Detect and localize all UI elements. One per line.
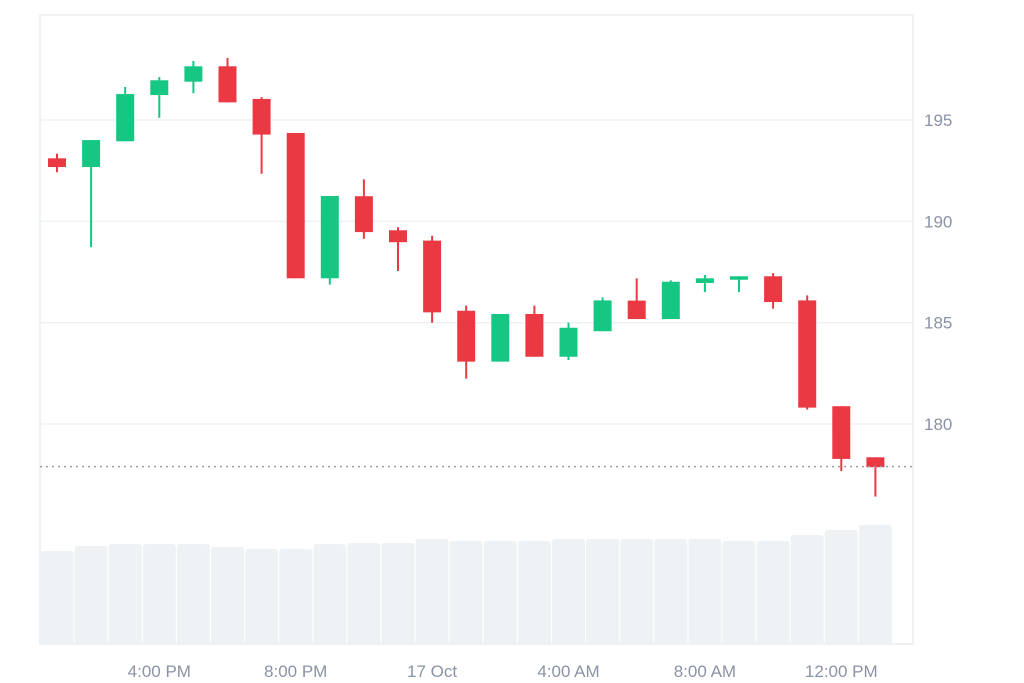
volume-bar: [74, 546, 108, 644]
candle-body: [798, 300, 817, 408]
candle-down: [354, 179, 373, 239]
candle-body: [116, 94, 135, 142]
candle-body: [525, 313, 544, 357]
candle-body: [491, 313, 510, 362]
x-tick-label: 17 Oct: [407, 662, 457, 681]
gridlines: [40, 119, 913, 425]
volume-bar: [415, 539, 449, 644]
x-tick-label: 8:00 AM: [674, 662, 736, 681]
candle-down: [866, 457, 885, 497]
candle-up: [593, 297, 612, 332]
volume-bar: [790, 535, 824, 644]
candle-up: [82, 140, 101, 248]
x-tick-label: 12:00 PM: [805, 662, 878, 681]
candle-body: [184, 66, 203, 82]
candle-body: [354, 196, 373, 233]
y-tick-label: 195: [924, 111, 952, 130]
candle-down: [48, 153, 66, 173]
candle-up: [184, 61, 203, 94]
candle-down: [389, 227, 407, 272]
candle-body: [286, 132, 305, 279]
candle-up: [730, 276, 748, 293]
volume-bar: [449, 541, 483, 644]
y-axis: 195 190 185 180: [924, 111, 952, 434]
candle-body: [661, 281, 680, 320]
candle-up: [116, 86, 135, 142]
volume-bar: [824, 530, 858, 644]
candle-body: [252, 98, 271, 135]
x-tick-label: 4:00 PM: [128, 662, 191, 681]
candle-body: [423, 240, 442, 313]
volume-bar: [40, 551, 74, 644]
volume-bar: [654, 539, 688, 644]
candle-down: [423, 235, 442, 323]
candle-body: [695, 278, 714, 283]
volume-bar: [552, 539, 585, 644]
candle-body: [764, 276, 783, 303]
volume-bar: [620, 539, 654, 644]
candle-body: [82, 140, 101, 168]
candle-down: [832, 406, 851, 472]
candle-up: [320, 196, 339, 285]
candle-body: [320, 196, 339, 279]
candle-up: [491, 313, 510, 362]
candle-up: [559, 322, 578, 360]
candle-down: [218, 57, 237, 103]
volume-bar: [176, 544, 210, 644]
candle-down: [798, 295, 817, 410]
x-axis: 4:00 PM 8:00 PM 17 Oct 4:00 AM 8:00 AM 12:00 …: [128, 662, 878, 681]
volume-bar: [313, 544, 347, 644]
candle-body: [832, 406, 851, 459]
y-tick-label: 190: [924, 212, 952, 231]
candle-body: [457, 310, 476, 362]
volume-bar: [688, 539, 722, 644]
candle-down: [457, 305, 476, 379]
candle-body: [627, 300, 646, 320]
candle-down: [764, 273, 783, 309]
volume-bar: [245, 549, 279, 644]
candle-down: [525, 305, 544, 357]
candle-up: [661, 280, 680, 320]
candle-up: [150, 77, 169, 118]
volume-bar: [586, 539, 620, 644]
volume-bar: [756, 541, 790, 644]
candle-body: [559, 327, 578, 357]
x-tick-label: 4:00 AM: [537, 662, 599, 681]
candle-body: [150, 80, 169, 96]
volume-bar: [722, 541, 756, 644]
candle-body: [593, 300, 612, 332]
volume-bar: [858, 525, 892, 644]
candle-down: [286, 132, 305, 279]
candle-body: [866, 457, 885, 468]
y-tick-label: 185: [924, 314, 952, 333]
volume-bar: [483, 541, 517, 644]
x-tick-label: 8:00 PM: [264, 662, 327, 681]
volume-bar: [108, 544, 142, 644]
volume-bar: [347, 543, 381, 644]
candle-body: [218, 66, 237, 103]
volume-bar: [381, 543, 415, 644]
y-tick-label: 180: [924, 415, 952, 434]
candle-body: [48, 158, 66, 168]
volume-bar: [279, 549, 313, 644]
volume-bar: [142, 544, 176, 644]
volume-bars: [40, 525, 892, 644]
candle-up: [695, 275, 714, 293]
candle-down: [252, 97, 271, 174]
candle-body: [730, 276, 748, 280]
volume-bar: [517, 541, 551, 644]
volume-bar: [211, 547, 244, 644]
candle-body: [389, 230, 407, 243]
candle-down: [627, 278, 646, 320]
candles: [48, 57, 885, 497]
